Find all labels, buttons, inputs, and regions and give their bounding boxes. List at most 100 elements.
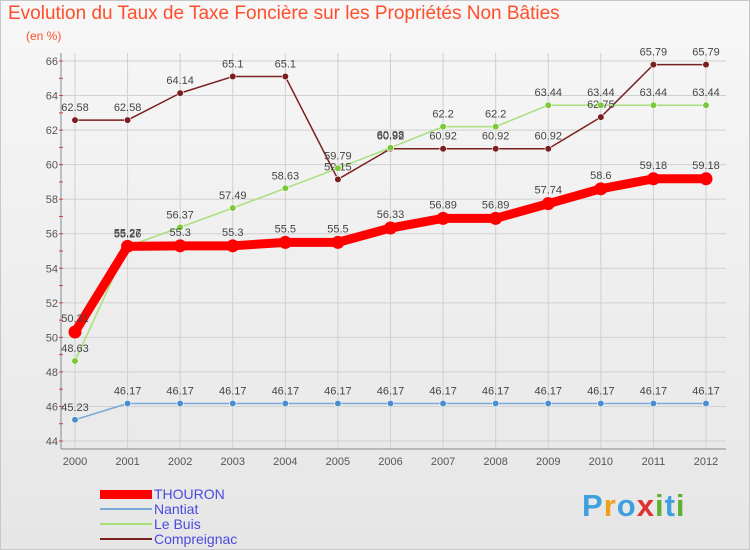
- data-label-compreignac: 64.14: [166, 75, 194, 87]
- data-point-thouron: [646, 172, 660, 186]
- data-label-thouron: 56.89: [429, 199, 457, 211]
- x-tick-label: 2000: [63, 456, 87, 468]
- data-point-compreignac: [544, 145, 552, 153]
- data-label-thouron: 55.3: [222, 227, 243, 239]
- data-label-thouron: 56.33: [377, 209, 405, 221]
- chart-unit-label: (en %): [26, 29, 62, 43]
- data-point-nantiat: [229, 399, 237, 408]
- data-point-le-buis: [229, 204, 237, 212]
- data-label-thouron: 59.18: [692, 160, 720, 172]
- legend-label: Le Buis: [154, 516, 201, 532]
- legend-swatch: [100, 489, 152, 499]
- brand-logo-letter: o: [616, 488, 637, 523]
- data-label-nantiat: 46.17: [324, 386, 352, 398]
- data-point-thouron: [278, 235, 292, 249]
- data-label-compreignac: 60.92: [482, 131, 510, 143]
- y-tick-label: 54: [46, 263, 58, 275]
- data-label-thouron: 55.3: [169, 227, 190, 239]
- data-point-compreignac: [176, 89, 184, 97]
- y-tick-label: 66: [46, 56, 58, 68]
- data-point-le-buis: [439, 123, 447, 131]
- data-label-compreignac: 65.1: [222, 59, 243, 71]
- data-point-compreignac: [334, 175, 342, 183]
- data-point-nantiat: [123, 399, 132, 408]
- data-label-thouron: 55.27: [114, 227, 142, 239]
- data-label-nantiat: 46.17: [692, 386, 720, 398]
- y-tick-label: 48: [46, 367, 58, 379]
- data-point-thouron: [699, 172, 713, 186]
- x-tick-label: 2007: [431, 456, 455, 468]
- data-label-compreignac: 60.92: [377, 131, 405, 143]
- data-label-thouron: 55.5: [275, 223, 296, 235]
- legend-swatch: [100, 538, 152, 540]
- data-point-compreignac: [281, 72, 289, 81]
- data-label-nantiat: 45.23: [61, 402, 89, 414]
- data-label-nantiat: 46.17: [272, 386, 300, 398]
- data-label-thouron: 55.5: [327, 223, 348, 235]
- y-tick-label: 44: [46, 436, 58, 448]
- brand-logo-letter: t: [664, 488, 676, 523]
- data-label-le-buis: 57.49: [219, 190, 247, 202]
- y-tick-label: 46: [46, 401, 58, 413]
- data-point-thouron: [384, 221, 397, 235]
- y-tick-label: 62: [46, 125, 58, 137]
- data-point-le-buis: [71, 357, 79, 365]
- data-label-nantiat: 46.17: [429, 386, 457, 398]
- data-point-thouron: [436, 211, 450, 225]
- data-point-le-buis: [544, 101, 552, 109]
- data-point-compreignac: [649, 61, 658, 69]
- data-point-nantiat: [71, 416, 79, 424]
- data-label-nantiat: 46.17: [219, 386, 247, 398]
- data-point-le-buis: [492, 123, 500, 131]
- legend-item: THOURON: [100, 486, 225, 502]
- data-point-le-buis: [176, 223, 184, 231]
- data-label-le-buis: 56.37: [166, 209, 194, 221]
- brand-logo-letter: x: [636, 488, 655, 523]
- data-point-nantiat: [702, 399, 710, 408]
- x-tick-label: 2003: [221, 456, 245, 468]
- legend-swatch: [100, 508, 152, 510]
- data-label-le-buis: 48.63: [61, 343, 89, 355]
- legend-item: Le Buis: [100, 516, 201, 532]
- data-label-compreignac: 60.92: [429, 131, 457, 143]
- data-label-nantiat: 46.17: [166, 386, 194, 398]
- data-point-thouron: [594, 182, 608, 196]
- x-tick-label: 2009: [536, 456, 560, 468]
- brand-logo-letter: i: [654, 488, 665, 523]
- data-point-nantiat: [439, 399, 447, 408]
- data-label-thouron: 59.18: [640, 160, 668, 172]
- data-label-thouron: 57.74: [534, 185, 562, 197]
- y-tick-label: 56: [46, 229, 58, 241]
- data-label-nantiat: 46.17: [114, 386, 142, 398]
- data-label-le-buis: 63.44: [534, 87, 562, 99]
- legend-label: Compreignac: [154, 531, 238, 547]
- data-point-le-buis: [702, 101, 710, 109]
- data-label-thouron: 58.6: [590, 170, 611, 182]
- x-tick-label: 2006: [378, 456, 402, 468]
- data-label-nantiat: 46.17: [587, 386, 615, 398]
- data-point-nantiat: [544, 399, 552, 408]
- data-label-le-buis: 62.2: [432, 109, 453, 121]
- data-point-nantiat: [597, 399, 605, 408]
- data-label-thouron: 50.31: [61, 313, 89, 325]
- data-label-le-buis: 63.44: [640, 87, 668, 99]
- data-label-le-buis: 63.44: [692, 87, 720, 99]
- x-tick-label: 2001: [115, 456, 139, 468]
- data-label-thouron: 56.89: [482, 199, 510, 211]
- data-point-thouron: [68, 325, 82, 339]
- x-tick-label: 2012: [694, 456, 718, 468]
- data-point-le-buis: [386, 144, 395, 152]
- data-point-nantiat: [492, 399, 500, 408]
- data-point-thouron: [121, 239, 135, 253]
- data-point-nantiat: [386, 399, 395, 408]
- data-point-compreignac: [597, 113, 605, 121]
- y-tick-label: 60: [46, 160, 58, 172]
- y-tick-label: 50: [46, 332, 58, 344]
- x-tick-label: 2002: [168, 456, 192, 468]
- brand-logo-letter: P: [582, 488, 604, 523]
- data-point-nantiat: [649, 399, 658, 408]
- y-tick-label: 64: [46, 91, 58, 103]
- x-tick-label: 2005: [326, 456, 350, 468]
- data-point-thouron: [541, 197, 555, 211]
